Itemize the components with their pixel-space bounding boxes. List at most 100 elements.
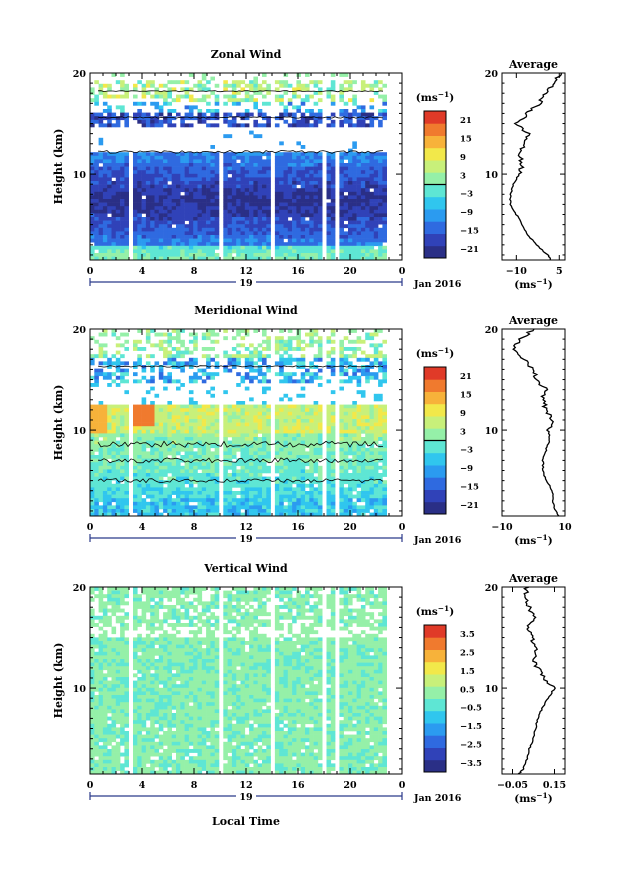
colorbar-segment (424, 637, 446, 650)
colorbar-segment (424, 465, 446, 478)
colorbar-tick-label: 2.5 (460, 649, 475, 659)
colorbar-unit: (ms−1) (416, 90, 454, 104)
x-tick-label: 20 (343, 780, 357, 791)
panel-title: Vertical Wind (203, 562, 288, 575)
panel-vertical-wind: Vertical Wind 0 4 8 12 16 20 0 20 10 Height (km) 19… (52, 562, 566, 828)
colorbar-segment (424, 661, 446, 675)
colorbar-segment (424, 489, 446, 503)
unit-exponent: −1 (438, 604, 450, 613)
average-y-tick-label: 20 (485, 325, 499, 336)
x-tick-label: 4 (139, 780, 146, 791)
colorbar-tick-label: 3 (460, 171, 466, 181)
colorbar-segment (424, 172, 446, 185)
x-tick-label: 20 (343, 522, 357, 533)
contour-lines (97, 365, 384, 484)
unit-exponent: −1 (438, 346, 450, 355)
average-frame (501, 328, 566, 517)
colorbar-segment (424, 674, 446, 687)
contour-line (97, 440, 384, 448)
colorbar-segment (424, 160, 446, 173)
y-axis-label: Height (km) (52, 643, 65, 719)
colorbar-segment (424, 111, 446, 124)
heatmap-cells (90, 587, 387, 775)
contour-line (97, 116, 384, 119)
colorbar-tick-label: −2.5 (460, 740, 482, 750)
colorbar-segment (424, 233, 446, 247)
colorbar-tick-label: −3 (460, 446, 473, 456)
colorbar-segment (424, 379, 446, 392)
colorbar-tick-label: −9 (460, 208, 473, 218)
average-frame (501, 586, 566, 775)
x-tick-label: 4 (139, 522, 146, 533)
colorbar-tick-label: −3 (460, 190, 473, 200)
unit-base: (ms (514, 793, 536, 805)
x-tick-label: 16 (291, 522, 305, 533)
colorbar-segment (424, 710, 446, 724)
date-day-label: 19 (239, 278, 253, 289)
heatmap-cells (90, 73, 387, 261)
colorbar-segment (424, 209, 446, 222)
tick-marks (89, 328, 403, 516)
x-tick-label: 8 (191, 266, 198, 277)
contour-lines (97, 90, 384, 154)
y-tick-label: 10 (73, 684, 87, 695)
colorbar-segment (424, 759, 446, 773)
colorbar-segment (424, 735, 446, 748)
date-label: Jan 2016 (413, 279, 462, 290)
colorbar-tick-label: 21 (460, 372, 472, 382)
unit-base: (ms (416, 606, 438, 618)
colorbar-tick-label: −3.5 (460, 759, 482, 769)
x-tick-label: 0 (399, 780, 406, 791)
average-profile-line (509, 72, 562, 260)
colorbar-segment (424, 477, 446, 490)
average-title: Average (508, 314, 558, 327)
average-profile-plot: Average −10 5 20 10 (ms−1) (485, 58, 566, 291)
colorbar-tick-label: −1.5 (460, 722, 482, 732)
contour-line (97, 478, 384, 484)
x-tick-label: 0 (87, 522, 94, 533)
colorbar-segment (424, 221, 446, 234)
unit-base: (ms (416, 348, 438, 360)
heatmap-cells (90, 329, 387, 517)
colorbar-segment (424, 698, 446, 712)
colorbar-tick-label: 3.5 (460, 630, 475, 640)
average-unit: (ms−1) (514, 791, 552, 805)
y-axis-label: Height (km) (52, 385, 65, 461)
x-tick-label: 12 (239, 780, 252, 791)
colorbar-tick-label: 3 (460, 427, 466, 437)
contour-line (97, 365, 384, 368)
colorbar-segment (424, 196, 446, 210)
colorbar-tick-label: 15 (460, 135, 472, 145)
average-profile-line (517, 586, 556, 775)
average-unit: (ms−1) (514, 277, 552, 291)
colorbar (423, 366, 447, 515)
average-profile-plot: Average −10 10 20 10 (ms−1) (485, 314, 572, 547)
y-tick-label: 10 (73, 170, 87, 181)
unit-base: (ms (514, 279, 536, 291)
colorbar-segment (424, 147, 446, 161)
colorbar-unit: (ms−1) (416, 604, 454, 618)
colorbar-segment (424, 440, 446, 454)
date-label-bg (236, 277, 256, 287)
colorbar-tick-label: 21 (460, 116, 472, 126)
unit-close: ) (449, 348, 454, 360)
unit-exponent: −1 (536, 533, 548, 542)
colorbar-segment (424, 747, 446, 761)
colorbar-segment (424, 686, 446, 699)
unit-base: (ms (416, 92, 438, 104)
colorbar-tick-label: −15 (460, 482, 479, 492)
tick-marks (89, 586, 403, 774)
colorbar-segment (424, 649, 446, 663)
date-day-label: 19 (239, 792, 253, 803)
colorbar-segment (424, 625, 446, 638)
x-tick-label: 0 (399, 266, 406, 277)
colorbar-segment (424, 123, 446, 136)
average-title: Average (508, 58, 558, 71)
colorbar-tick-label: −21 (460, 245, 479, 255)
x-tick-label: 8 (191, 780, 198, 791)
unit-base: (ms (514, 535, 536, 547)
colorbar-tick-label: −15 (460, 226, 479, 236)
colorbar-segment (424, 428, 446, 441)
tick-marks (89, 72, 403, 260)
